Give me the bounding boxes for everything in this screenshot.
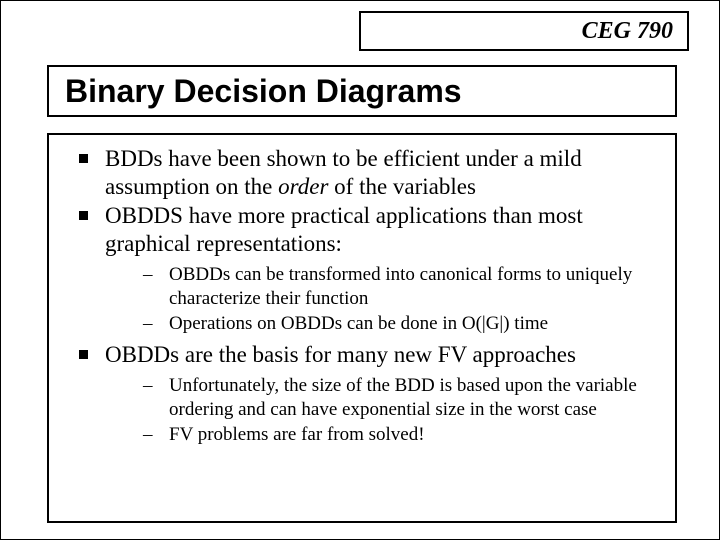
bullet-2-sub-2: Operations on OBDDs can be done in O(|G|… [105,312,655,335]
course-code: CEG 790 [582,18,673,45]
bullet-1-text-c: of the variables [328,174,476,199]
bullet-2-sub-1: OBDDs can be transformed into canonical … [105,263,655,309]
bullet-1-text-b: order [278,174,328,199]
bullet-3-sub-1-text: Unfortunately, the size of the BDD is ba… [169,375,637,419]
slide: CEG 790 Binary Decision Diagrams BDDs ha… [0,0,720,540]
title-box: Binary Decision Diagrams [47,65,677,117]
bullet-list: BDDs have been shown to be efficient und… [69,145,655,446]
bullet-2-sub-2-text: Operations on OBDDs can be done in O(|G|… [169,313,548,334]
bullet-3-sublist: Unfortunately, the size of the BDD is ba… [105,374,655,446]
bullet-1: BDDs have been shown to be efficient und… [69,145,655,200]
course-box: CEG 790 [359,11,689,51]
bullet-2-sublist: OBDDs can be transformed into canonical … [105,263,655,335]
bullet-3-sub-2: FV problems are far from solved! [105,423,655,446]
bullet-2-sub-1-text: OBDDs can be transformed into canonical … [169,264,632,308]
bullet-3-sub-2-text: FV problems are far from solved! [169,424,425,445]
bullet-3: OBDDs are the basis for many new FV appr… [69,341,655,446]
bullet-2: OBDDS have more practical applications t… [69,202,655,335]
bullet-3-text: OBDDs are the basis for many new FV appr… [105,342,576,367]
content-box: BDDs have been shown to be efficient und… [47,133,677,523]
bullet-3-sub-1: Unfortunately, the size of the BDD is ba… [105,374,655,420]
slide-title: Binary Decision Diagrams [65,73,462,110]
bullet-2-text: OBDDS have more practical applications t… [105,203,583,256]
